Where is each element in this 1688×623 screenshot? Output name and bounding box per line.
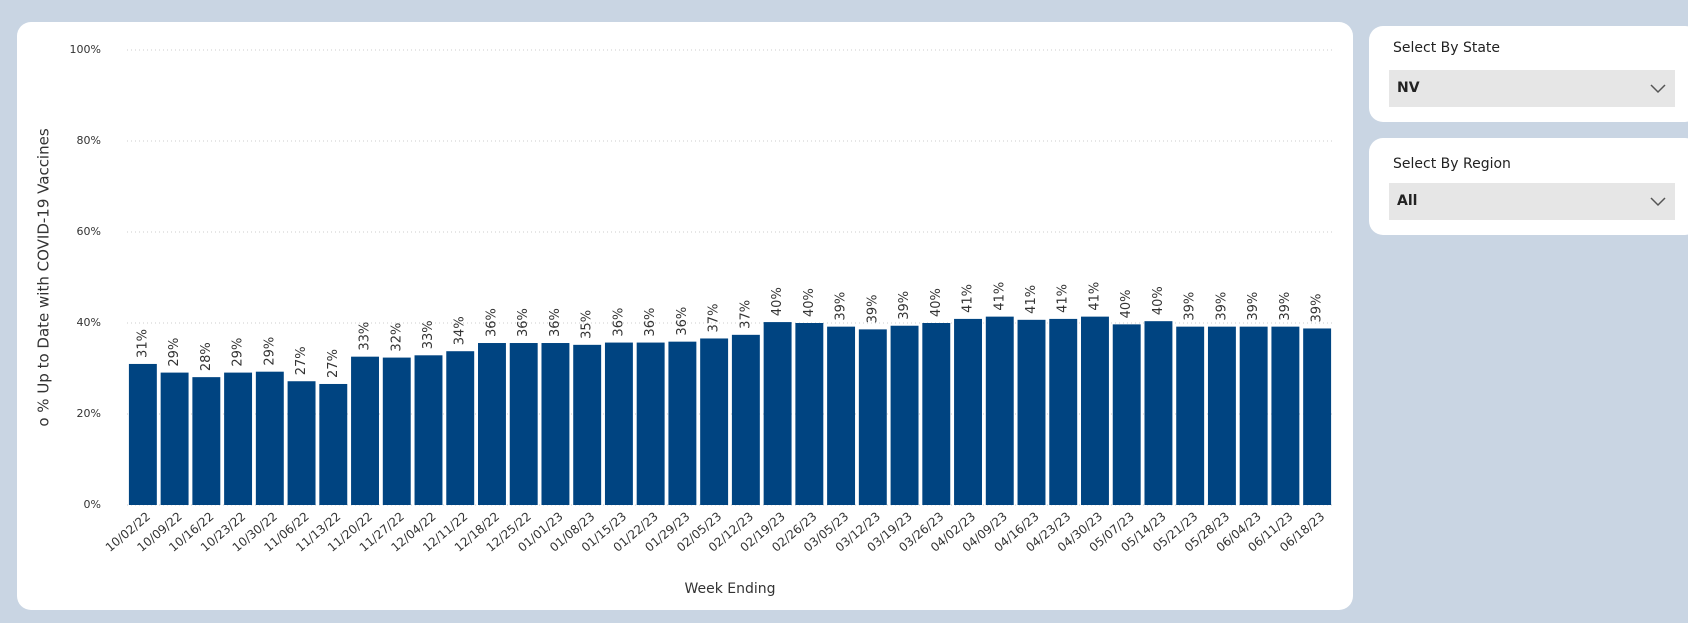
value-label: 39% [897, 291, 912, 320]
bar [827, 326, 856, 505]
bar [192, 377, 221, 505]
bar [351, 356, 379, 505]
value-label: 40% [770, 287, 785, 316]
bar [1207, 326, 1236, 505]
value-label: 29% [231, 338, 246, 367]
value-label: 36% [484, 308, 499, 337]
bar [922, 323, 951, 505]
bar [1239, 326, 1268, 505]
chevron [1650, 197, 1666, 207]
state-slicer: Select By State NV [1369, 26, 1688, 122]
y-tick-label: 40% [77, 316, 101, 329]
value-label: 33% [421, 320, 436, 349]
bar [890, 325, 919, 505]
value-label: 31% [135, 329, 150, 358]
dropdown-value: NV [1397, 80, 1420, 96]
y-tick-label: 0% [84, 498, 101, 511]
value-label: 41% [1024, 285, 1039, 314]
value-label: 40% [802, 288, 817, 317]
bar [604, 342, 633, 505]
bar [160, 372, 189, 505]
bar [954, 318, 982, 505]
bar [1144, 321, 1173, 505]
value-label: 41% [992, 282, 1007, 311]
value-label: 36% [643, 308, 658, 337]
bar [446, 351, 475, 505]
bar [478, 343, 506, 505]
value-label: 40% [1151, 286, 1166, 315]
bar [1081, 316, 1109, 505]
value-label: 39% [1278, 292, 1293, 321]
value-label: 40% [1119, 289, 1134, 318]
bar [636, 342, 665, 505]
value-label: 37% [738, 300, 753, 329]
bar [1176, 326, 1205, 505]
y-tick-label: 100% [70, 43, 101, 56]
value-label: 36% [516, 308, 531, 337]
slicer-title: Select By Region [1393, 156, 1511, 172]
bar [287, 381, 316, 505]
value-label: 39% [865, 294, 880, 323]
bar [858, 329, 887, 505]
bar [382, 357, 411, 505]
bar [985, 316, 1014, 505]
bar [414, 355, 443, 505]
value-label: 27% [326, 349, 341, 378]
bar [255, 371, 284, 505]
value-label: 40% [929, 288, 944, 317]
x-axis-title: Week Ending [684, 581, 775, 597]
slicer-title: Select By State [1393, 40, 1501, 56]
dropdown-value: All [1397, 193, 1418, 209]
value-label: 29% [262, 337, 277, 366]
value-label: 36% [611, 308, 626, 337]
value-label: 35% [580, 310, 595, 339]
bar [319, 383, 348, 505]
value-label: 27% [294, 346, 309, 375]
value-label: 41% [961, 284, 976, 313]
chart-panel: 0% 20% 40% 60% 80% 100% o % Up to Date with CO… [17, 22, 1353, 610]
y-axis-title: o % Up to Date with COVID-19 Vaccines [35, 128, 53, 426]
bar [1271, 326, 1300, 505]
bar [668, 341, 697, 505]
bar [1112, 324, 1141, 505]
bar [224, 372, 253, 505]
bar [795, 323, 824, 505]
bar [573, 344, 602, 505]
value-label: 39% [1246, 292, 1261, 321]
value-label: 36% [675, 307, 690, 336]
value-label: 41% [1087, 282, 1102, 311]
value-label: 34% [453, 316, 468, 345]
bar [509, 343, 538, 505]
value-label: 33% [358, 322, 373, 351]
y-tick-label: 20% [77, 407, 101, 420]
bar [128, 363, 157, 505]
bar [1017, 319, 1046, 505]
y-tick-label: 80% [77, 134, 101, 147]
region-dropdown[interactable]: All [1389, 183, 1675, 220]
value-label: 29% [167, 338, 182, 367]
value-label: 41% [1056, 284, 1071, 313]
chart: 0% 20% 40% 60% 80% 100% o % Up to Date with CO… [35, 43, 1333, 597]
bar [1303, 328, 1332, 505]
region-slicer: Select By Region All [1369, 138, 1688, 235]
value-label: 39% [1214, 292, 1229, 321]
state-dropdown[interactable]: NV [1389, 70, 1675, 107]
value-label: 36% [548, 308, 563, 337]
value-label: 39% [1183, 292, 1198, 321]
bar [541, 343, 570, 505]
value-label: 39% [1310, 294, 1325, 323]
value-label: 37% [707, 304, 722, 333]
chevron [1650, 84, 1666, 94]
y-tick-label: 60% [77, 225, 101, 238]
value-label: 28% [199, 342, 214, 371]
bar [700, 338, 729, 505]
bar [763, 322, 792, 505]
bar [731, 334, 760, 505]
value-label: 32% [389, 323, 404, 352]
value-label: 39% [834, 292, 849, 321]
bar [1049, 318, 1078, 505]
